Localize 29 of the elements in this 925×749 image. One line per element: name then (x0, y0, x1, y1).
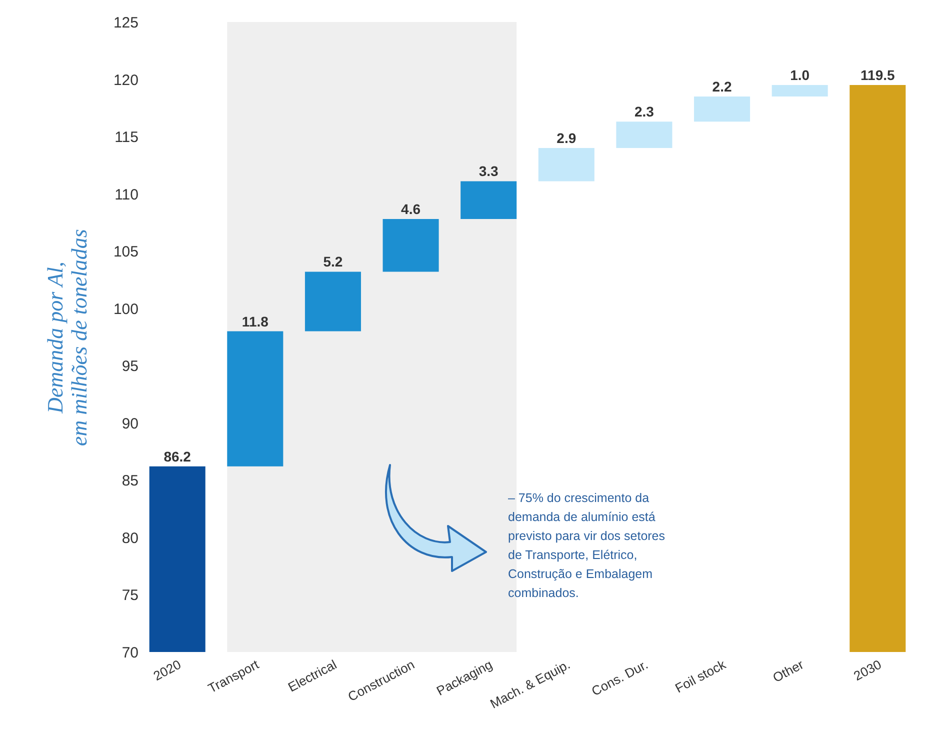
data-label: 86.2 (164, 448, 192, 464)
data-label: 11.8 (242, 313, 269, 330)
x-tick-label: Foil stock (672, 656, 729, 696)
data-label: 5.2 (323, 254, 343, 270)
x-tick-label: 2020 (150, 656, 184, 684)
y-tick-label: 75 (122, 587, 138, 604)
y-tick-label: 120 (113, 72, 138, 89)
x-tick-label: 2030 (851, 656, 884, 684)
y-tick-label: 105 (113, 244, 138, 261)
x-tick-label: Other (770, 656, 807, 686)
data-label: 1.0 (790, 67, 810, 83)
y-tick-label: 80 (122, 530, 138, 547)
data-label: 2.3 (634, 104, 654, 120)
y-tick-label: 90 (122, 415, 138, 432)
annotation: – 75% do crescimento da demanda de alumínio está previsto para vir dos setores de Transporte, Elétrico, Construção e Embalagem combinados. (508, 491, 666, 600)
y-tick-label: 70 (122, 644, 138, 662)
y-tick-label: 110 (114, 186, 138, 204)
x-tick-label: Cons. Dur. (589, 656, 650, 699)
y-tick-label: 115 (114, 129, 138, 146)
y-tick-label: 95 (122, 358, 138, 376)
y-tick-label: 85 (122, 472, 138, 490)
y-tick-label: 100 (113, 300, 138, 318)
data-label: 4.6 (401, 201, 421, 218)
data-label: 2.2 (712, 78, 732, 94)
y-axis-title: Demanda por Al, em milhões de toneladas (42, 229, 92, 446)
data-label: 2.9 (556, 130, 576, 146)
y-tick-label: 125 (113, 14, 138, 32)
data-label: 119.5 (860, 67, 895, 83)
data-label: 3.3 (478, 163, 499, 180)
